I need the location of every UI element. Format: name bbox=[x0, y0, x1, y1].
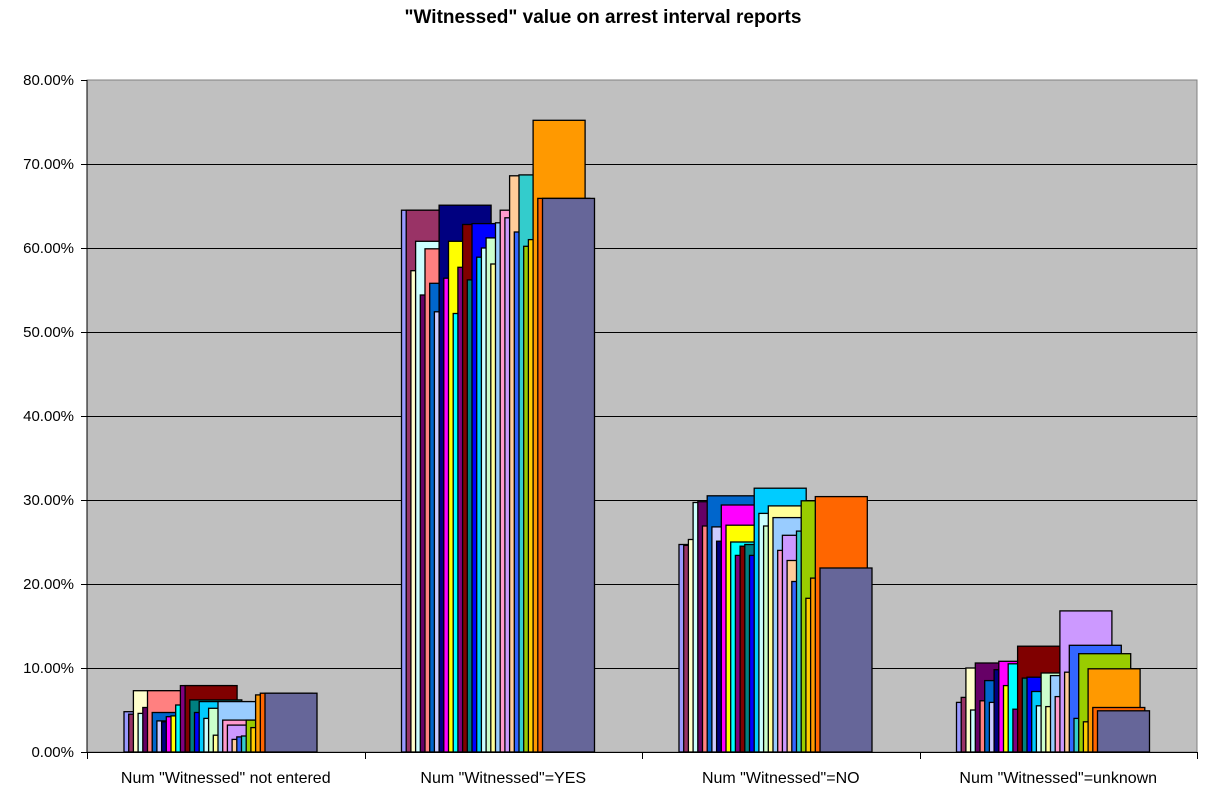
bar bbox=[819, 567, 873, 753]
bar bbox=[1096, 710, 1151, 753]
y-tick-label: 20.00% bbox=[23, 576, 74, 593]
y-tick-label: 10.00% bbox=[23, 660, 74, 677]
x-category-label: Num "Witnessed"=unknown bbox=[959, 770, 1157, 787]
y-tick-label: 80.00% bbox=[23, 72, 74, 89]
bar bbox=[264, 692, 318, 753]
y-tick-label: 0.00% bbox=[31, 744, 74, 761]
bar bbox=[541, 197, 596, 753]
x-category-label: Num "Witnessed" not entered bbox=[121, 770, 331, 787]
y-tick-label: 60.00% bbox=[23, 240, 74, 257]
x-category-label: Num "Witnessed"=YES bbox=[420, 770, 586, 787]
y-tick-label: 30.00% bbox=[23, 492, 74, 509]
axes bbox=[81, 80, 1198, 759]
y-tick-label: 70.00% bbox=[23, 156, 74, 173]
y-tick-labels: 0.00% 10.00% 20.00% 30.00% 40.00% 50.00% 60.00… bbox=[23, 72, 74, 761]
y-tick-label: 40.00% bbox=[23, 408, 74, 425]
x-category-labels: Num "Witnessed" not entered Num "Witnesse… bbox=[121, 770, 1157, 787]
x-category-label: Num "Witnessed"=NO bbox=[702, 770, 860, 787]
chart-title: "Witnessed" value on arrest interval rep… bbox=[405, 7, 802, 28]
y-tick-label: 50.00% bbox=[23, 324, 74, 341]
